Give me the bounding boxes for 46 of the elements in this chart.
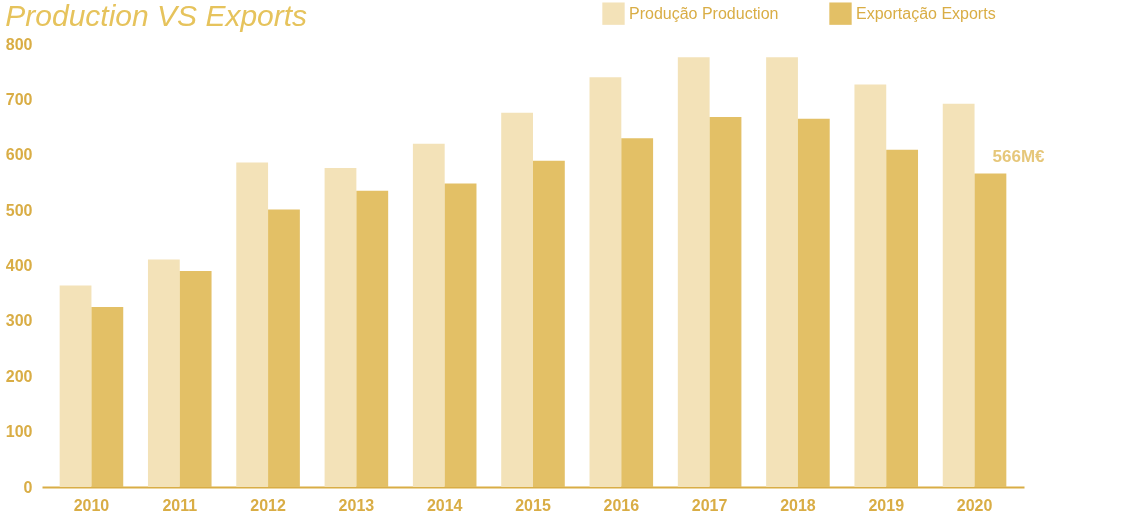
bar <box>59 285 92 487</box>
bar <box>621 138 654 487</box>
bar <box>268 209 300 487</box>
x-tick-label: 2016 <box>603 496 640 514</box>
chart-title: Production VS Exports <box>5 0 308 32</box>
bar <box>324 168 357 487</box>
x-tick-label: 2010 <box>73 496 110 514</box>
bar <box>974 173 1007 487</box>
x-tick-label: 2020 <box>956 496 993 514</box>
bar <box>886 149 919 487</box>
bar <box>147 259 180 487</box>
bar <box>179 271 212 487</box>
x-tick-label: 2012 <box>250 496 286 514</box>
bar <box>766 57 798 487</box>
x-tick-label: 2015 <box>515 496 551 514</box>
bar <box>797 118 830 487</box>
y-tick-label: 300 <box>5 312 33 330</box>
y-tick-label: 800 <box>5 35 33 53</box>
bar <box>942 103 975 487</box>
x-tick-label: 2013 <box>338 496 375 514</box>
legend-label: Produção Production <box>629 4 779 22</box>
bar <box>356 190 389 487</box>
x-tick-label: 2017 <box>691 496 728 514</box>
bar <box>677 57 710 487</box>
x-tick-label: 2018 <box>780 496 816 514</box>
y-tick-label: 500 <box>5 201 33 219</box>
x-tick-label: 2019 <box>868 496 905 514</box>
x-tick-label: 2014 <box>426 496 463 514</box>
bar <box>709 117 742 487</box>
bar <box>533 160 565 487</box>
y-tick-label: 600 <box>5 146 33 164</box>
bar <box>589 77 622 487</box>
bar <box>854 84 887 487</box>
y-tick-label: 100 <box>5 423 33 441</box>
y-tick-label: 0 <box>23 478 33 496</box>
bar <box>501 112 533 487</box>
y-tick-label: 200 <box>5 367 33 385</box>
legend-label: Exportação Exports <box>856 4 996 22</box>
bar <box>91 307 124 487</box>
y-tick-label: 400 <box>5 257 33 274</box>
annotation: 566M€ <box>992 146 1046 166</box>
bar <box>444 183 477 487</box>
x-tick-label: 2011 <box>162 496 198 514</box>
bar <box>412 143 445 487</box>
bar <box>236 162 269 487</box>
y-tick-label: 700 <box>5 90 33 108</box>
